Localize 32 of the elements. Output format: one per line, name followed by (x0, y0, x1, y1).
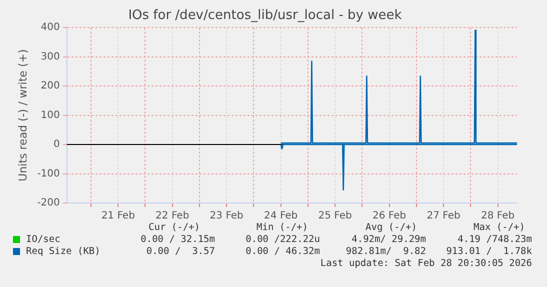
y-tick-label: -100 (37, 168, 60, 180)
y-axis-title: Units read (-) / write (+) (16, 49, 30, 182)
legend-label: Req Size (KB) (26, 246, 100, 257)
y-tick-label: 200 (40, 80, 60, 92)
text: 982.81m/ 9.82 (346, 246, 426, 257)
y-tick-label: 100 (40, 110, 60, 121)
text: 0.00 /222.22u (246, 234, 320, 245)
x-tick-label: 26 Feb (372, 210, 406, 222)
text: 4.92m/ 29.29m (352, 234, 426, 245)
x-tick-label: 27 Feb (426, 210, 460, 222)
x-tick-label: 22 Feb (156, 210, 190, 222)
x-tick-label: 21 Feb (101, 210, 135, 222)
text: Max (-/+) (474, 222, 525, 233)
text: 4.19 /748.23m (458, 234, 532, 245)
text: 0.00 / 3.57 (146, 246, 215, 257)
text: Cur (-/+) (148, 222, 200, 233)
legend-label: IO/sec (26, 234, 60, 245)
x-tick-label: 28 Feb (480, 210, 515, 222)
y-tick-label: 400 (40, 22, 60, 34)
x-tick-label: 24 Feb (264, 210, 298, 222)
text: 913.01 / 1.78k (446, 246, 532, 257)
text: Min (-/+) (256, 222, 308, 233)
chart-title: IOs for /dev/centos_lib/usr_local - by week (128, 8, 402, 24)
text: Avg (-/+) (366, 222, 417, 233)
text: Last update: Sat Feb 28 20:30:05 2026 (320, 258, 532, 269)
y-tick-label: -200 (37, 198, 60, 209)
y-tick-label: 300 (40, 51, 60, 62)
text: 0.00 / 32.15m (140, 234, 215, 245)
x-tick-label: 23 Feb (210, 210, 244, 222)
y-tick-label: 0 (54, 139, 60, 150)
text: 0.00 / 46.32m (246, 246, 320, 257)
x-tick-label: 25 Feb (318, 210, 352, 222)
